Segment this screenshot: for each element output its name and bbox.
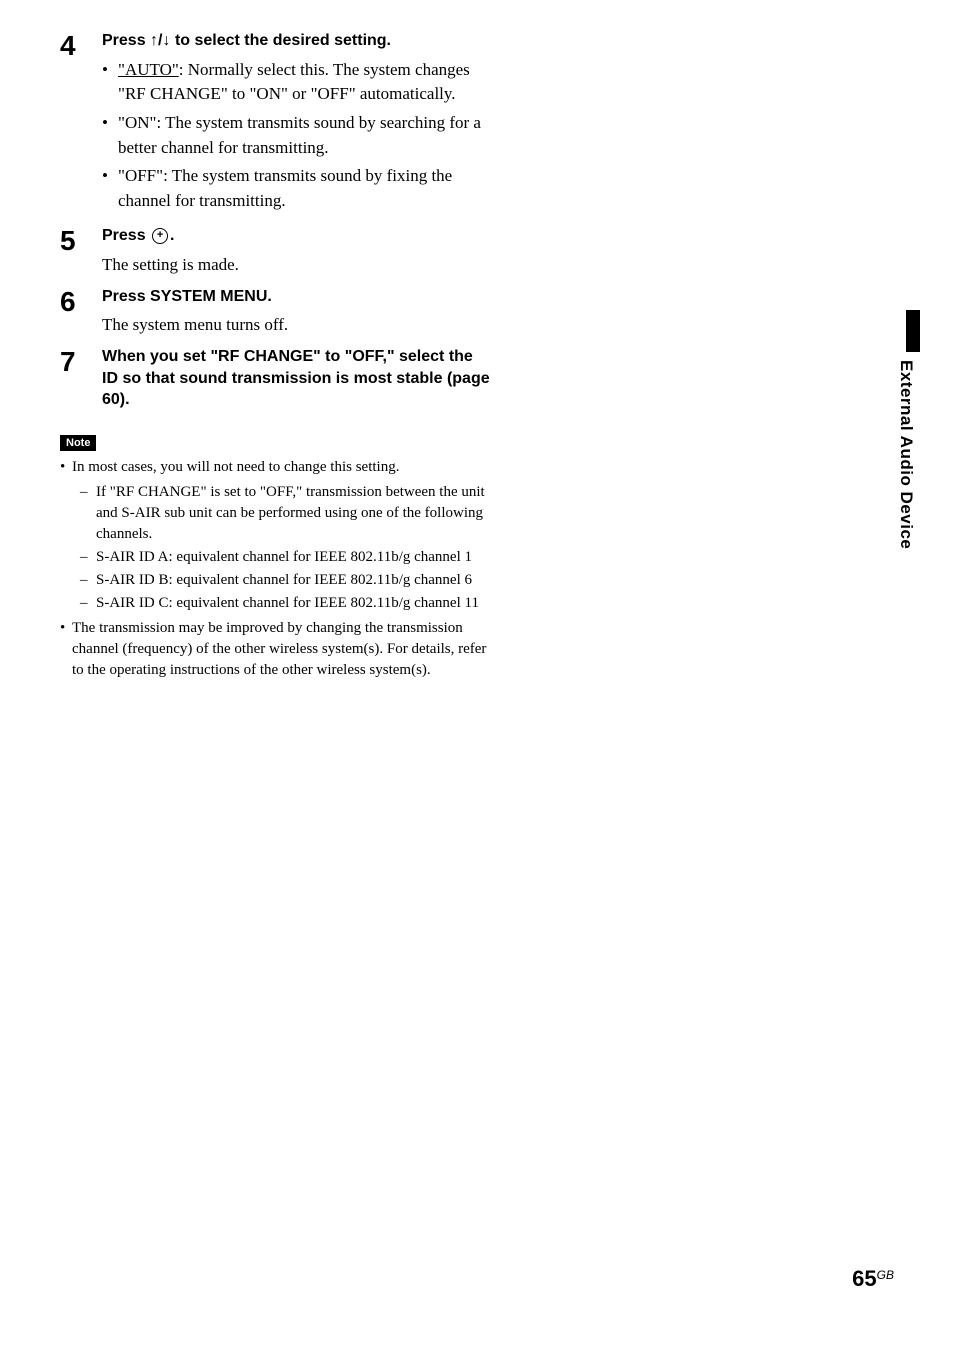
step-4: 4 Press ↑/↓ to select the desired settin…: [60, 30, 490, 217]
step-title: Press ↑/↓ to select the desired setting.: [102, 30, 490, 52]
step-7: 7 When you set "RF CHANGE" to "OFF," sel…: [60, 346, 490, 417]
step-number: 4: [60, 30, 102, 217]
step-title-prefix: Press: [102, 32, 150, 49]
step-text: The setting is made.: [102, 253, 490, 278]
note-item: • In most cases, you will not need to ch…: [60, 457, 490, 616]
sub-item: – S-AIR ID A: equivalent channel for IEE…: [80, 547, 490, 568]
step-number: 7: [60, 346, 102, 417]
sub-text: S-AIR ID B: equivalent channel for IEEE …: [96, 570, 490, 591]
step-text: The system menu turns off.: [102, 313, 490, 338]
note-text: In most cases, you will not need to chan…: [72, 459, 399, 475]
bullet-marker: •: [102, 111, 118, 160]
bullet-marker: •: [102, 164, 118, 213]
step-number: 5: [60, 225, 102, 277]
sub-item: – S-AIR ID B: equivalent channel for IEE…: [80, 570, 490, 591]
step-title: Press .: [102, 225, 490, 247]
step-5: 5 Press . The setting is made.: [60, 225, 490, 277]
step-title: When you set "RF CHANGE" to "OFF," selec…: [102, 346, 490, 411]
sub-list: – If "RF CHANGE" is set to "OFF," transm…: [80, 482, 490, 614]
step-body: Press . The setting is made.: [102, 225, 490, 277]
bullet-item: • "ON": The system transmits sound by se…: [102, 111, 490, 160]
step-body: Press SYSTEM MENU. The system menu turns…: [102, 286, 490, 338]
bullet-marker: •: [102, 58, 118, 107]
arrow-icons: ↑/↓: [150, 32, 170, 49]
step-title: Press SYSTEM MENU.: [102, 286, 490, 308]
bullet-desc: : The system transmits sound by searchin…: [118, 113, 481, 157]
dash-marker: –: [80, 570, 96, 591]
page-number: 65: [852, 1266, 876, 1291]
main-content: 4 Press ↑/↓ to select the desired settin…: [60, 30, 490, 681]
sub-item: – S-AIR ID C: equivalent channel for IEE…: [80, 593, 490, 614]
bullet-desc: : The system transmits sound by fixing t…: [118, 166, 452, 210]
bullet-item: • "AUTO": Normally select this. The syst…: [102, 58, 490, 107]
note-text-wrapper: In most cases, you will not need to chan…: [72, 457, 490, 616]
sub-text: If "RF CHANGE" is set to "OFF," transmis…: [96, 482, 490, 545]
page-container: External Audio Device 4 Press ↑/↓ to sel…: [0, 0, 954, 1352]
step-title-prefix: Press: [102, 227, 150, 244]
dash-marker: –: [80, 482, 96, 545]
side-tab-label: External Audio Device: [896, 360, 916, 549]
step-body: Press ↑/↓ to select the desired setting.…: [102, 30, 490, 217]
step-number: 6: [60, 286, 102, 338]
step-title-suffix: .: [170, 227, 174, 244]
dash-marker: –: [80, 593, 96, 614]
page-footer: 65GB: [852, 1266, 894, 1292]
step-body: When you set "RF CHANGE" to "OFF," selec…: [102, 346, 490, 417]
step-6: 6 Press SYSTEM MENU. The system menu tur…: [60, 286, 490, 338]
note-list: • In most cases, you will not need to ch…: [60, 457, 490, 681]
bullet-label: "AUTO": [118, 60, 179, 79]
dash-marker: –: [80, 547, 96, 568]
bullet-marker: •: [60, 457, 72, 616]
note-text: The transmission may be improved by chan…: [72, 618, 490, 681]
bullet-label: "OFF": [118, 166, 163, 185]
bullet-text: "AUTO": Normally select this. The system…: [118, 58, 490, 107]
bullet-marker: •: [60, 618, 72, 681]
side-tab-marker: [906, 310, 920, 352]
bullet-item: • "OFF": The system transmits sound by f…: [102, 164, 490, 213]
page-suffix: GB: [877, 1268, 894, 1282]
step-title-suffix: to select the desired setting.: [171, 32, 392, 49]
note-item: • The transmission may be improved by ch…: [60, 618, 490, 681]
sub-text: S-AIR ID C: equivalent channel for IEEE …: [96, 593, 490, 614]
note-label: Note: [60, 435, 96, 451]
sub-item: – If "RF CHANGE" is set to "OFF," transm…: [80, 482, 490, 545]
bullet-label: "ON": [118, 113, 156, 132]
bullet-list: • "AUTO": Normally select this. The syst…: [102, 58, 490, 214]
bullet-text: "OFF": The system transmits sound by fix…: [118, 164, 490, 213]
bullet-text: "ON": The system transmits sound by sear…: [118, 111, 490, 160]
sub-text: S-AIR ID A: equivalent channel for IEEE …: [96, 547, 490, 568]
enter-icon: [152, 228, 168, 244]
